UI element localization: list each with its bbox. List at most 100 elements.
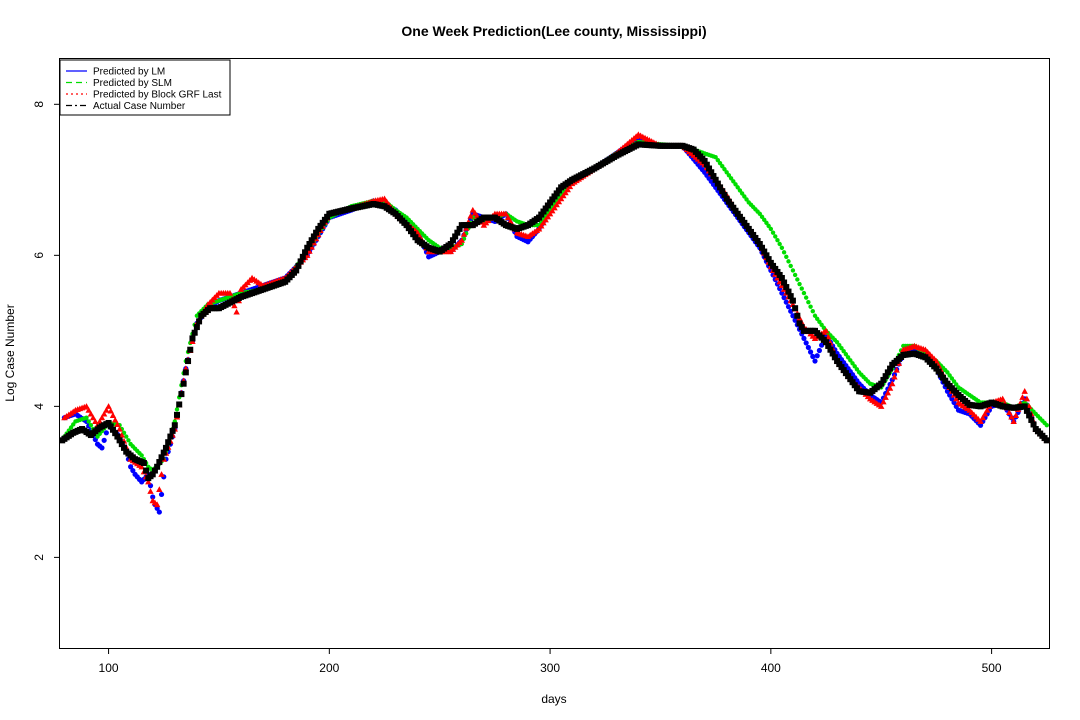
point-3-222 bbox=[549, 196, 556, 203]
point-3-45 bbox=[158, 454, 165, 461]
point-1-306 bbox=[737, 188, 743, 193]
point-2-18 bbox=[100, 410, 108, 417]
legend-box bbox=[59, 59, 231, 116]
point-1-309 bbox=[744, 197, 749, 202]
point-2-39 bbox=[147, 488, 154, 494]
point-2-201 bbox=[504, 214, 512, 221]
point-3-220 bbox=[544, 202, 551, 209]
point-2-376 bbox=[891, 373, 898, 380]
point-1-51 bbox=[174, 407, 180, 412]
point-1-335 bbox=[801, 290, 807, 296]
point-0-341 bbox=[814, 353, 820, 359]
point-1-341 bbox=[815, 316, 820, 321]
point-2-24 bbox=[114, 421, 121, 428]
point-3-374 bbox=[884, 369, 891, 376]
y-tick-label-6: 6 bbox=[32, 252, 46, 259]
point-3-295 bbox=[710, 173, 717, 180]
x-tick-label-100: 100 bbox=[99, 661, 119, 675]
point-3-331 bbox=[789, 297, 796, 304]
point-1-328 bbox=[786, 259, 791, 264]
x-tick-label-400: 400 bbox=[761, 661, 781, 675]
point-1-318 bbox=[764, 220, 769, 226]
point-2-227 bbox=[562, 189, 569, 196]
point-1-355 bbox=[845, 355, 851, 360]
point-3-180 bbox=[456, 225, 463, 232]
point-1-350 bbox=[834, 339, 840, 345]
point-1-28 bbox=[124, 434, 129, 439]
point-3-46 bbox=[160, 449, 167, 456]
point-1-403 bbox=[951, 379, 957, 384]
point-3-108 bbox=[297, 258, 304, 265]
point-3-323 bbox=[772, 265, 779, 272]
point-3-53 bbox=[176, 401, 183, 408]
point-3-358 bbox=[849, 379, 856, 386]
point-3-178 bbox=[452, 233, 459, 240]
point-1-332 bbox=[795, 277, 800, 282]
point-3-111 bbox=[304, 244, 311, 251]
point-3-353 bbox=[838, 364, 845, 371]
point-3-439 bbox=[1028, 416, 1035, 423]
point-2-345 bbox=[822, 327, 830, 334]
point-2-78 bbox=[233, 308, 240, 315]
x-tick-label-300: 300 bbox=[540, 661, 560, 675]
point-0-327 bbox=[783, 299, 789, 305]
point-3-335 bbox=[798, 324, 805, 331]
point-2-434 bbox=[1019, 394, 1026, 400]
point-3-312 bbox=[747, 228, 754, 235]
point-2-226 bbox=[560, 192, 567, 199]
point-3-321 bbox=[767, 259, 774, 266]
point-3-219 bbox=[542, 205, 549, 212]
point-3-316 bbox=[756, 241, 763, 248]
series-3 bbox=[59, 141, 1050, 482]
point-1-12 bbox=[88, 423, 94, 428]
point-1-401 bbox=[947, 373, 952, 378]
point-3-398 bbox=[937, 371, 944, 378]
point-3-38 bbox=[143, 467, 150, 474]
point-0-17 bbox=[99, 445, 105, 451]
legend-label-1: Predicted by SLM bbox=[93, 78, 172, 89]
point-2-377 bbox=[893, 366, 900, 373]
point-1-316 bbox=[759, 214, 765, 220]
point-0-326 bbox=[781, 295, 787, 301]
point-1-344 bbox=[821, 325, 827, 331]
point-2-371 bbox=[880, 398, 887, 405]
x-tick-label-500: 500 bbox=[982, 661, 1002, 675]
point-1-321 bbox=[770, 230, 776, 235]
point-3-156 bbox=[403, 222, 410, 229]
point-3-23 bbox=[109, 426, 116, 433]
point-3-43 bbox=[154, 463, 161, 470]
point-0-343 bbox=[819, 342, 825, 348]
point-1-305 bbox=[735, 185, 740, 190]
point-2-221 bbox=[549, 207, 556, 214]
point-3-57 bbox=[185, 358, 192, 365]
point-2-218 bbox=[542, 216, 549, 223]
point-2-181 bbox=[460, 230, 468, 237]
point-3-446 bbox=[1043, 437, 1050, 444]
point-3-359 bbox=[851, 382, 858, 389]
point-1-10 bbox=[84, 415, 89, 420]
point-3-352 bbox=[836, 361, 843, 368]
point-3-117 bbox=[317, 222, 324, 229]
point-3-37 bbox=[140, 459, 147, 466]
point-1-296 bbox=[715, 157, 721, 163]
point-3-326 bbox=[778, 274, 785, 281]
point-1-322 bbox=[773, 234, 778, 239]
plot-frame bbox=[59, 58, 1050, 649]
point-3-351 bbox=[834, 358, 841, 365]
point-3-51 bbox=[171, 422, 178, 429]
point-2-374 bbox=[886, 385, 894, 391]
point-3-313 bbox=[750, 231, 757, 238]
point-1-304 bbox=[733, 182, 738, 187]
point-2-75 bbox=[226, 289, 234, 296]
series-layer bbox=[59, 131, 1050, 515]
point-1-329 bbox=[788, 263, 793, 269]
point-3-49 bbox=[167, 433, 174, 440]
point-1-340 bbox=[812, 313, 818, 318]
point-3-218 bbox=[540, 208, 547, 215]
point-3-318 bbox=[761, 248, 768, 255]
point-2-11 bbox=[85, 406, 92, 413]
point-2-435 bbox=[1021, 388, 1028, 394]
point-2-10 bbox=[83, 403, 90, 409]
point-1-400 bbox=[945, 370, 950, 375]
point-3-334 bbox=[796, 320, 803, 327]
